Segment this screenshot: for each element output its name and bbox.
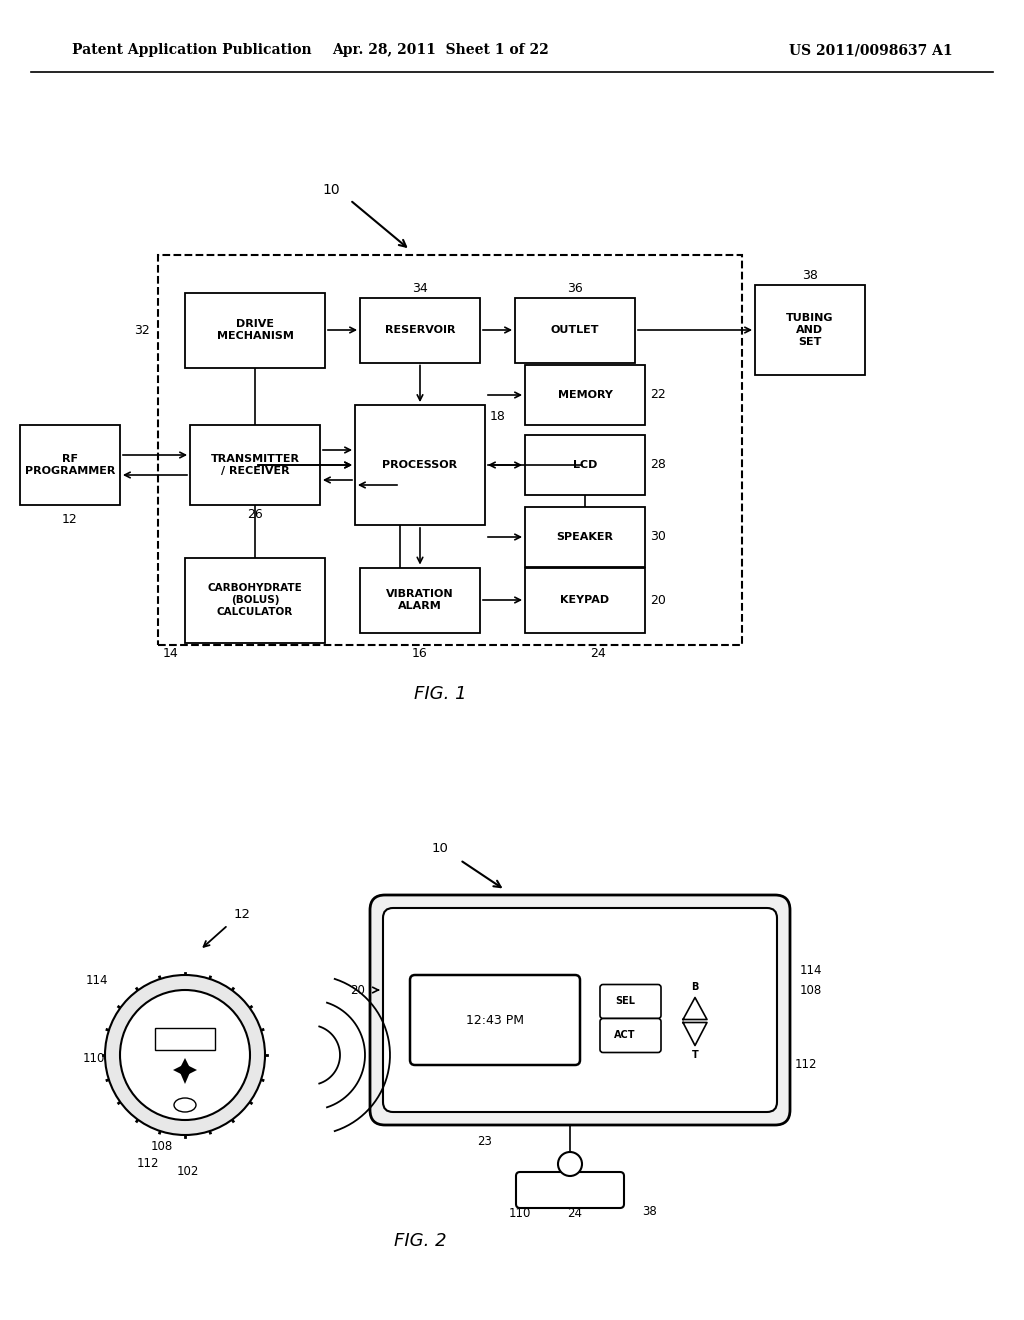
Text: Patent Application Publication: Patent Application Publication (72, 44, 311, 57)
Text: 24: 24 (590, 647, 606, 660)
Text: Apr. 28, 2011  Sheet 1 of 22: Apr. 28, 2011 Sheet 1 of 22 (332, 44, 549, 57)
Circle shape (120, 990, 250, 1119)
Bar (515, 297, 635, 363)
FancyBboxPatch shape (516, 1172, 624, 1208)
Text: LCD: LCD (572, 459, 597, 470)
Polygon shape (683, 1023, 707, 1045)
FancyBboxPatch shape (600, 985, 662, 1019)
Bar (360, 297, 480, 363)
Text: 24: 24 (567, 1206, 583, 1220)
Text: SPEAKER: SPEAKER (556, 532, 613, 543)
Ellipse shape (174, 1098, 196, 1111)
Bar (755, 285, 865, 375)
Text: FIG. 2: FIG. 2 (393, 1232, 446, 1250)
Text: 28: 28 (650, 458, 666, 471)
Text: 112: 112 (795, 1059, 817, 1072)
Text: 10: 10 (323, 183, 340, 197)
Polygon shape (179, 1071, 191, 1084)
Text: TUBING
AND
SET: TUBING AND SET (786, 313, 834, 347)
Text: KEYPAD: KEYPAD (560, 595, 609, 605)
Polygon shape (683, 998, 707, 1019)
Text: 22: 22 (650, 388, 666, 401)
Text: MEMORY: MEMORY (557, 389, 612, 400)
Bar (360, 568, 480, 632)
Polygon shape (185, 1064, 197, 1076)
Text: CARBOHYDRATE
(BOLUS)
CALCULATOR: CARBOHYDRATE (BOLUS) CALCULATOR (208, 582, 302, 618)
Text: 108: 108 (800, 983, 822, 997)
FancyBboxPatch shape (383, 908, 777, 1111)
Text: DRIVE
MECHANISM: DRIVE MECHANISM (216, 319, 294, 341)
FancyBboxPatch shape (370, 895, 790, 1125)
Text: 23: 23 (477, 1135, 493, 1148)
Bar (525, 507, 645, 568)
Text: 110: 110 (83, 1052, 105, 1064)
Text: 34: 34 (412, 281, 428, 294)
Text: TRANSMITTER
/ RECEIVER: TRANSMITTER / RECEIVER (211, 454, 299, 477)
Text: 20: 20 (650, 594, 666, 606)
Text: 110: 110 (509, 1206, 531, 1220)
FancyBboxPatch shape (600, 1019, 662, 1052)
Text: 108: 108 (151, 1140, 173, 1152)
Circle shape (105, 975, 265, 1135)
Text: 20: 20 (350, 983, 365, 997)
Text: 114: 114 (800, 964, 822, 977)
Text: 12: 12 (62, 513, 78, 525)
Text: 26: 26 (247, 508, 263, 521)
Text: ACT: ACT (614, 1031, 636, 1040)
Text: RF
PROGRAMMER: RF PROGRAMMER (25, 454, 115, 477)
Bar (355, 405, 485, 525)
Bar (185, 293, 325, 367)
Text: VIBRATION
ALARM: VIBRATION ALARM (386, 589, 454, 611)
Text: 36: 36 (567, 281, 583, 294)
Text: 112: 112 (137, 1158, 160, 1170)
Text: 12: 12 (234, 908, 251, 921)
Text: OUTLET: OUTLET (551, 325, 599, 335)
Bar (158, 255, 742, 645)
Bar (20, 425, 120, 506)
Bar (190, 425, 319, 506)
Text: US 2011/0098637 A1: US 2011/0098637 A1 (788, 44, 952, 57)
Text: 10: 10 (431, 842, 449, 855)
Text: RESERVOIR: RESERVOIR (385, 325, 456, 335)
Text: 12:43 PM: 12:43 PM (466, 1014, 524, 1027)
Text: B: B (691, 982, 698, 993)
Text: PROCESSOR: PROCESSOR (382, 459, 458, 470)
Text: 14: 14 (163, 647, 179, 660)
Bar (525, 366, 645, 425)
Bar (185, 557, 325, 643)
Polygon shape (173, 1064, 185, 1076)
Text: 16: 16 (412, 647, 428, 660)
Circle shape (558, 1152, 582, 1176)
FancyBboxPatch shape (410, 975, 580, 1065)
Bar (525, 568, 645, 632)
Text: 18: 18 (490, 411, 506, 422)
Text: FIG. 1: FIG. 1 (414, 685, 467, 704)
Text: 114: 114 (85, 974, 108, 986)
Text: 32: 32 (134, 323, 150, 337)
Text: 38: 38 (802, 269, 818, 282)
Polygon shape (179, 1059, 191, 1071)
Bar (525, 436, 645, 495)
Text: SEL: SEL (615, 997, 635, 1006)
FancyBboxPatch shape (155, 1028, 215, 1049)
Text: T: T (691, 1049, 698, 1060)
Text: 102: 102 (177, 1166, 200, 1177)
Text: 30: 30 (650, 531, 666, 544)
Text: 38: 38 (643, 1205, 657, 1218)
